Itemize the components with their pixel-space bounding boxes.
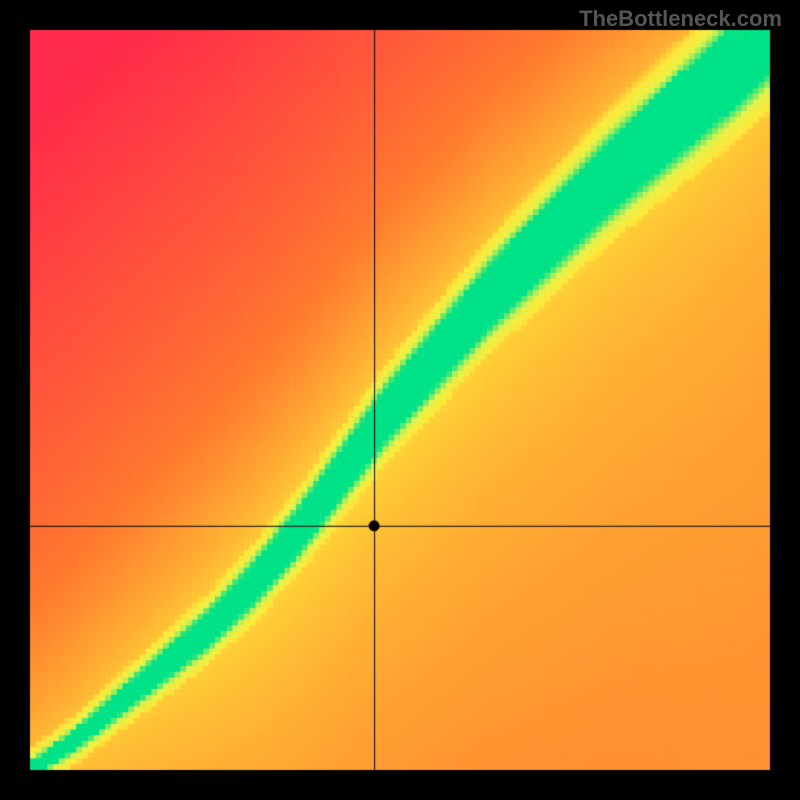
watermark-text: TheBottleneck.com: [579, 6, 782, 32]
chart-container: TheBottleneck.com: [0, 0, 800, 800]
heatmap-canvas: [0, 0, 800, 800]
